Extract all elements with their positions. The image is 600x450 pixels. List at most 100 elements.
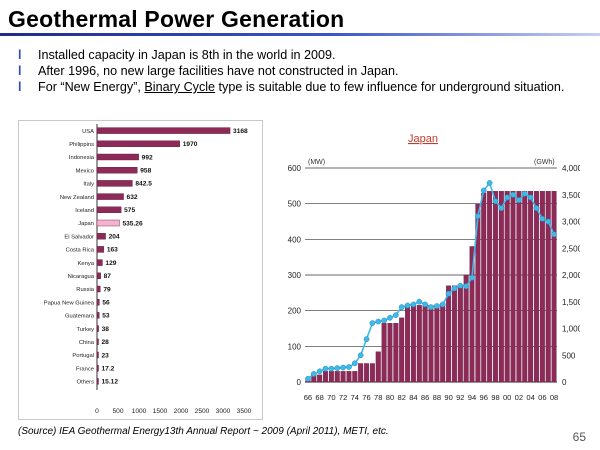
category-label: China [79, 340, 95, 346]
generation-point-1996 [480, 187, 487, 194]
capacity-bar-1986 [422, 305, 428, 383]
generation-point-1989 [439, 301, 446, 308]
bullet-text-pre: For “New Energy”, [38, 80, 145, 94]
category-label: New Zealand [60, 195, 94, 201]
category-label: Nicaragua [68, 274, 95, 280]
category-label: France [76, 366, 94, 372]
value-label: 23 [102, 352, 110, 359]
bar-kenya [96, 259, 103, 266]
bar-iceland [96, 206, 122, 214]
category-label: Costa Rica [66, 248, 95, 254]
right-tick-label: 0 [562, 378, 567, 387]
title-bar: Geothermal Power Generation [0, 0, 600, 36]
bullet-item: l Installed capacity in Japan is 8th in t… [18, 47, 593, 63]
value-label: 53 [102, 313, 110, 320]
generation-point-1980 [387, 314, 393, 321]
generation-point-1985 [416, 298, 423, 305]
x-tick-label: 06 [538, 393, 546, 402]
generation-point-1967 [310, 371, 317, 377]
generation-point-1973 [346, 364, 352, 370]
bullet-text: Installed capacity in Japan is 8th in th… [38, 48, 336, 62]
capacity-bar-1971 [334, 371, 340, 383]
x-tick-label: 1000 [132, 408, 147, 415]
generation-point-1986 [422, 301, 428, 308]
generation-point-1987 [428, 304, 434, 310]
capacity-bar-1982 [399, 317, 405, 383]
bullet-text: After 1996, no new large facilities have… [38, 64, 399, 78]
capacity-bar-2005 [534, 191, 539, 383]
bar-turkey [96, 325, 99, 332]
bullet-marker: l [18, 80, 22, 94]
value-label: 3168 [233, 128, 248, 135]
x-tick-label: 88 [433, 393, 441, 402]
bar-new-zealand [96, 193, 124, 200]
value-label: 79 [103, 286, 111, 293]
capacity-bar-1979 [381, 322, 387, 383]
value-label: 1970 [183, 141, 198, 148]
generation-point-2001 [510, 191, 516, 198]
bar-papua-new-guinea [96, 298, 100, 306]
generation-point-1993 [463, 283, 470, 290]
x-tick-label: 1500 [153, 408, 168, 415]
generation-point-2002 [516, 197, 522, 203]
generation-point-2006 [539, 215, 546, 222]
capacity-bar-2007 [545, 191, 551, 383]
x-tick-label: 08 [550, 393, 558, 402]
bar-usa [96, 127, 231, 134]
japan-chart: Japan (MW) (GWh) 0 100 200 300 400 500 600 0 500 1,0… [280, 124, 583, 414]
capacity-bar-1987 [428, 305, 434, 383]
category-label: Mexico [76, 168, 94, 174]
generation-point-1997 [486, 180, 493, 186]
capacity-bar-1984 [410, 305, 416, 383]
bar-el-salvador [96, 232, 106, 240]
value-label: 163 [107, 247, 118, 254]
right-tick-label: 2,000 [562, 271, 580, 280]
bar-mexico [96, 167, 138, 174]
bar-china [96, 338, 99, 346]
value-label: 842.5 [135, 181, 152, 188]
generation-point-1981 [392, 312, 399, 318]
bar-portugal [96, 351, 99, 359]
x-tick-label: 68 [315, 393, 323, 402]
capacity-bar-2001 [510, 191, 516, 383]
generation-point-1984 [410, 301, 417, 308]
value-label: 28 [102, 339, 110, 346]
x-tick-label: 00 [503, 393, 511, 402]
x-tick-label: 72 [339, 393, 347, 402]
capacity-bar-1975 [358, 363, 364, 383]
bullet-marker: l [18, 48, 22, 62]
capacity-bar-1981 [393, 322, 399, 383]
generation-point-1966 [305, 375, 311, 382]
value-label: 38 [102, 326, 110, 333]
category-label: Portugal [72, 353, 94, 359]
capacity-bar-1976 [364, 363, 370, 383]
x-tick-label: 2500 [195, 408, 210, 415]
right-tick-label: 3,500 [562, 191, 580, 200]
chart-title: Japan [408, 133, 438, 145]
category-label: Philippins [69, 142, 94, 148]
right-tick-label: 1,000 [562, 325, 580, 334]
generation-point-1992 [457, 282, 464, 289]
capacity-bar-1994 [469, 246, 475, 383]
value-label: 129 [105, 260, 116, 267]
capacity-bar-1969 [323, 371, 328, 383]
capacity-bar-2003 [522, 191, 528, 383]
category-label: Iceland [75, 208, 94, 214]
value-label: 87 [104, 273, 112, 280]
generation-point-2008 [551, 231, 557, 238]
generation-point-1990 [445, 290, 452, 297]
capacity-bar-1977 [369, 363, 375, 383]
capacity-bar-1992 [457, 285, 463, 383]
bar-indonesia [96, 153, 139, 161]
generation-point-1972 [340, 364, 346, 371]
bar-guatemara [96, 312, 100, 319]
x-tick-label: 2000 [174, 408, 189, 415]
capacity-bar-1993 [463, 274, 469, 383]
binary-cycle-link[interactable]: Binary Cycle [144, 80, 216, 94]
value-label: 535.26 [122, 220, 143, 227]
left-tick-label: 200 [288, 307, 302, 316]
category-label: Kenya [78, 261, 95, 267]
generation-point-1968 [316, 368, 323, 375]
generation-point-1977 [369, 320, 376, 326]
country-capacity-chart-svg: USA 3168 Philippins 1970 Indonesia 992 Mexico 9… [44, 124, 252, 415]
